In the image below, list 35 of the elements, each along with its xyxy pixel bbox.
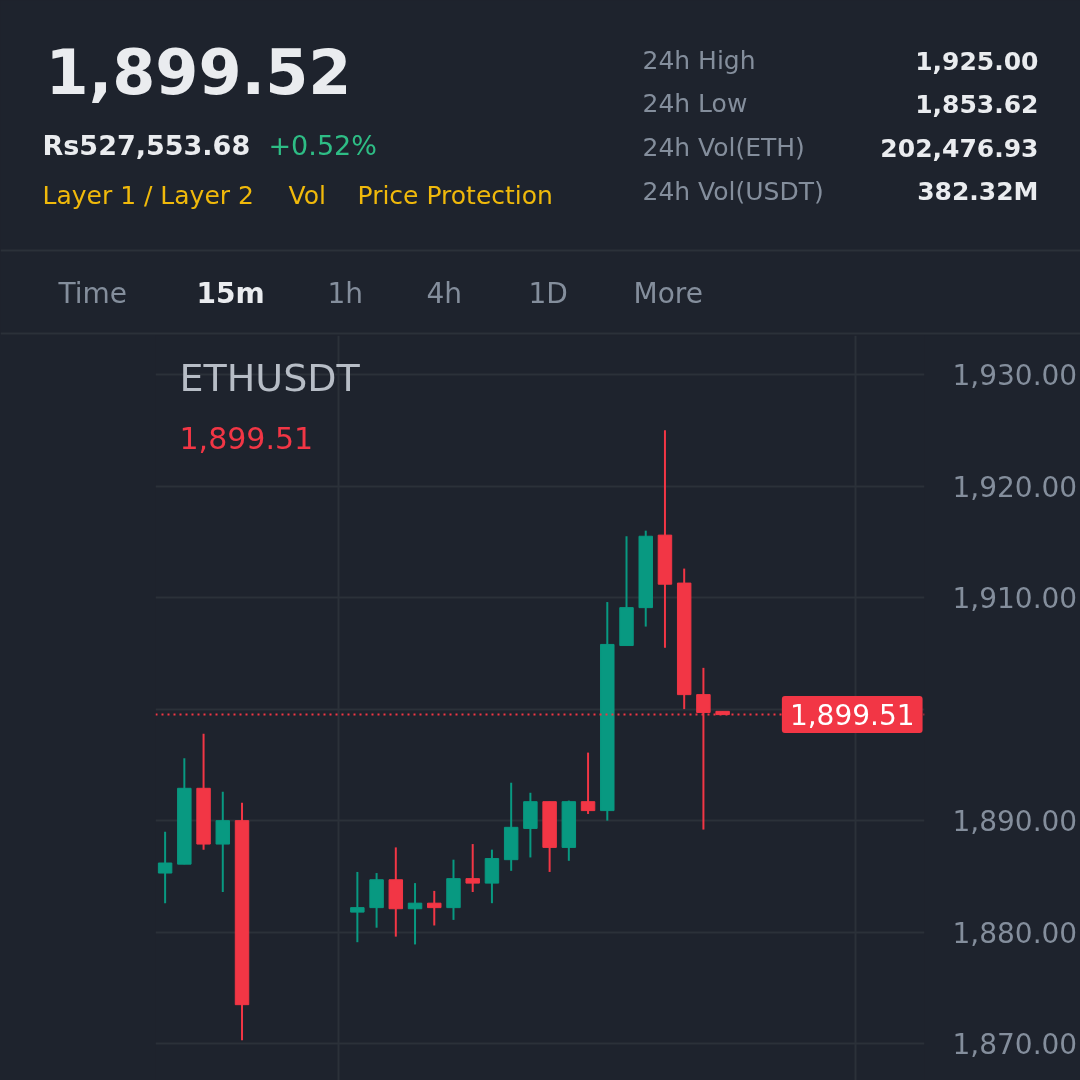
candlestick <box>427 889 442 927</box>
text: 1,925.00 <box>915 46 1039 76</box>
text: 1D <box>528 277 568 310</box>
candlestick <box>157 830 173 905</box>
text: 1,899.52 <box>45 35 352 109</box>
y-tick-label: 1,890.00 <box>952 805 1078 839</box>
y-tick-label: 1,870.00 <box>952 1028 1078 1062</box>
text: 24h Low <box>642 89 748 118</box>
ref-line-label: 1,899.51 <box>789 699 915 733</box>
text: 202,476.93 <box>880 133 1039 163</box>
candlestick <box>580 751 596 815</box>
y-tick-label: 1,910.00 <box>952 582 1078 616</box>
text: 15m <box>196 277 265 310</box>
text: Layer 1 / Layer 2 <box>42 181 254 210</box>
text: 1,899.51 <box>179 421 314 457</box>
candlestick <box>215 790 231 894</box>
text: 4h <box>426 277 463 310</box>
text: 1,853.62 <box>915 89 1039 119</box>
text: More <box>633 277 703 310</box>
text: +0.52% <box>268 130 377 161</box>
text: ETHUSDT <box>179 355 361 400</box>
text: 24h High <box>642 46 756 75</box>
text: Time <box>57 277 128 310</box>
text: 382.32M <box>917 177 1039 206</box>
text: 24h Vol(ETH) <box>642 133 805 162</box>
text: Vol <box>288 181 326 210</box>
candlestick <box>350 870 365 944</box>
y-tick-label: 1,920.00 <box>952 470 1078 504</box>
text: 1h <box>327 277 364 310</box>
text: Rs527,553.68 <box>42 130 251 161</box>
text: 24h Vol(USDT) <box>642 177 824 206</box>
text: Price Protection <box>357 181 553 210</box>
y-tick-label: 1,880.00 <box>952 916 1078 950</box>
candlestick <box>465 843 480 894</box>
y-tick-label: 1,930.00 <box>952 359 1078 393</box>
